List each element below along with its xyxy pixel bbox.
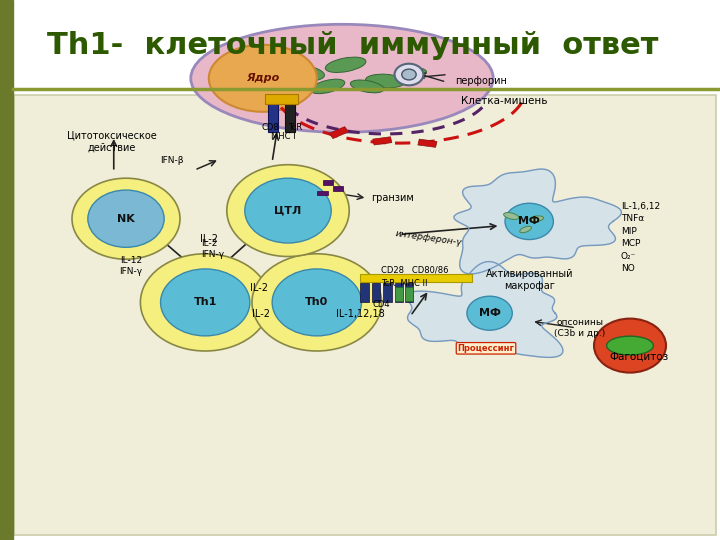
Circle shape: [161, 269, 250, 336]
Ellipse shape: [529, 216, 544, 221]
Bar: [418, 139, 437, 147]
Text: CD4: CD4: [373, 300, 390, 309]
Text: CD8: CD8: [261, 123, 279, 132]
Text: гранзим: гранзим: [371, 193, 413, 203]
Bar: [360, 283, 369, 302]
Circle shape: [395, 64, 423, 85]
Text: Цитотоксическое
действие: Цитотоксическое действие: [67, 131, 156, 153]
Text: CD28   CD80/86: CD28 CD80/86: [381, 266, 449, 275]
Bar: [285, 104, 295, 132]
Circle shape: [467, 296, 513, 330]
Text: NK: NK: [117, 214, 135, 224]
Ellipse shape: [520, 226, 531, 233]
Text: МФ: МФ: [479, 308, 500, 318]
Ellipse shape: [310, 79, 345, 93]
Ellipse shape: [503, 213, 519, 219]
Text: IL-2: IL-2: [199, 234, 217, 244]
Circle shape: [505, 203, 554, 240]
Bar: [405, 283, 413, 302]
Text: MHC I: MHC I: [271, 132, 295, 141]
Ellipse shape: [209, 45, 317, 112]
Bar: [333, 186, 343, 191]
Bar: [395, 287, 403, 301]
Circle shape: [88, 190, 164, 247]
Ellipse shape: [366, 74, 405, 88]
Text: Активированный
макрофаг: Активированный макрофаг: [485, 269, 573, 291]
Bar: [265, 94, 298, 104]
Circle shape: [402, 69, 416, 80]
Bar: [268, 104, 278, 132]
Text: Процессинг: Процессинг: [457, 344, 515, 353]
Text: перфорин: перфорин: [455, 76, 507, 86]
Text: Th0: Th0: [305, 298, 328, 307]
Polygon shape: [454, 169, 621, 274]
Text: IL-2: IL-2: [251, 282, 268, 293]
Text: TcR: TcR: [288, 123, 302, 132]
Ellipse shape: [395, 68, 426, 78]
Text: Клетка-мишень: Клетка-мишень: [461, 96, 547, 106]
FancyBboxPatch shape: [14, 94, 716, 535]
Text: Th1: Th1: [194, 298, 217, 307]
Bar: [329, 127, 348, 139]
Text: IL-12
IFN-γ: IL-12 IFN-γ: [120, 255, 143, 276]
Circle shape: [227, 165, 349, 256]
Ellipse shape: [280, 65, 325, 81]
Text: IFN-β: IFN-β: [160, 156, 184, 165]
Circle shape: [272, 269, 361, 336]
Text: IL-2: IL-2: [252, 309, 269, 319]
Text: ЦТЛ: ЦТЛ: [274, 206, 302, 215]
Bar: [317, 191, 328, 195]
Bar: [373, 137, 392, 145]
Ellipse shape: [325, 57, 366, 72]
Bar: [395, 283, 403, 302]
Text: интерферон-γ: интерферон-γ: [395, 230, 462, 248]
Ellipse shape: [191, 24, 493, 132]
Text: IL-2
IFN-γ: IL-2 IFN-γ: [202, 239, 225, 259]
Bar: [372, 283, 380, 302]
Text: IL-1,12,18: IL-1,12,18: [336, 309, 384, 319]
Circle shape: [252, 254, 382, 351]
Text: IL-1,6,12
TNFα
MIP
MCP
O₂⁻
NO: IL-1,6,12 TNFα MIP MCP O₂⁻ NO: [621, 202, 660, 273]
Ellipse shape: [606, 336, 654, 355]
Text: TcR  MHC II: TcR MHC II: [382, 279, 428, 288]
Bar: [323, 180, 333, 185]
Polygon shape: [406, 261, 563, 357]
Circle shape: [594, 319, 666, 373]
Text: опсонины
(С3b и др.): опсонины (С3b и др.): [554, 318, 606, 338]
Bar: [0, 0, 13, 540]
Text: Фагоцитоз: Фагоцитоз: [609, 351, 668, 361]
Circle shape: [245, 178, 331, 243]
Ellipse shape: [351, 80, 384, 93]
Circle shape: [72, 178, 180, 259]
Bar: [383, 283, 392, 302]
Bar: [360, 274, 472, 282]
Text: МФ: МФ: [518, 217, 540, 226]
Text: Th1-  клеточный  иммунный  ответ: Th1- клеточный иммунный ответ: [47, 31, 658, 60]
Bar: [405, 287, 413, 301]
Text: Ядро: Ядро: [246, 73, 279, 83]
Circle shape: [140, 254, 270, 351]
